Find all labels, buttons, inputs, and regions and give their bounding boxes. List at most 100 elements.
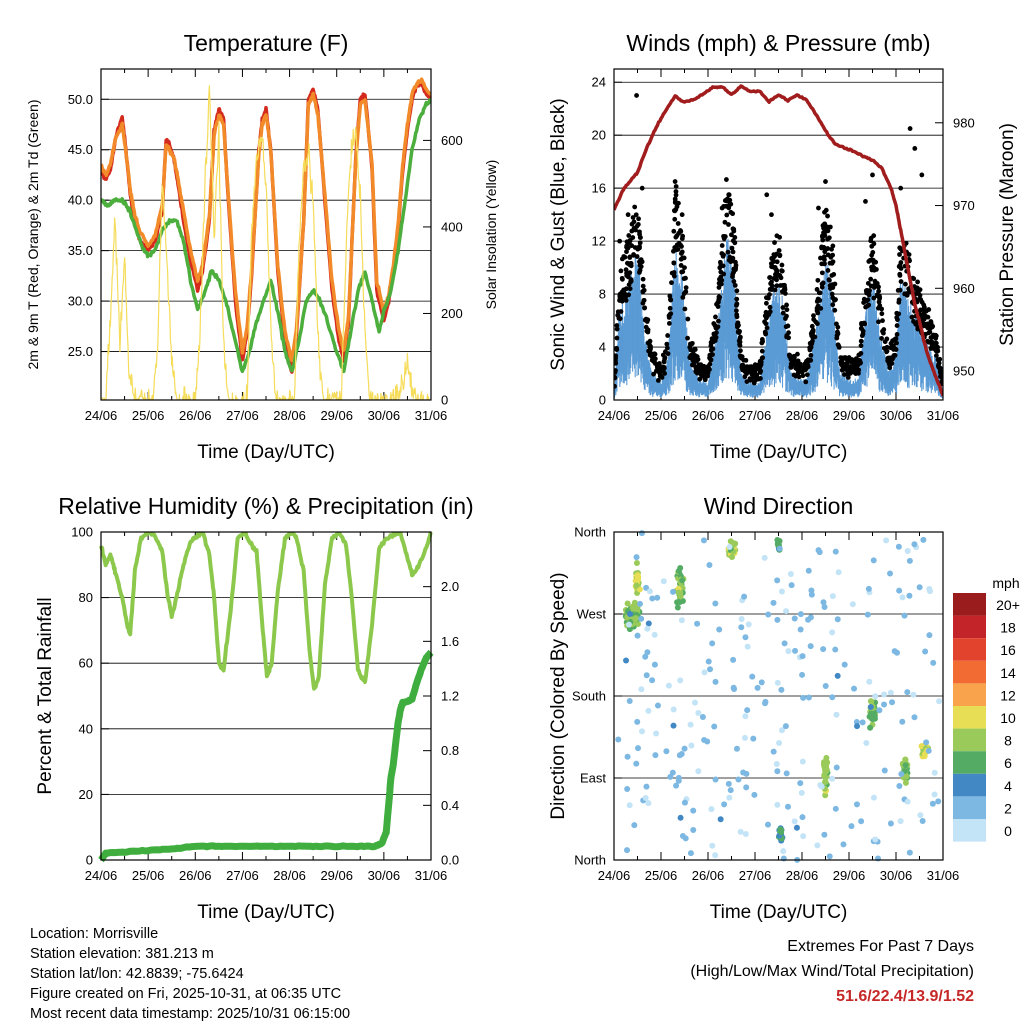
direction-point (674, 604, 681, 611)
direction-point (858, 818, 865, 825)
gust-point (847, 358, 853, 363)
temperature-series (101, 77, 431, 400)
gust-point (642, 305, 648, 311)
gust-point (693, 355, 698, 361)
direction-point (645, 707, 652, 714)
direction-point (667, 773, 674, 780)
gust-point (774, 259, 780, 265)
gust-point (928, 322, 933, 327)
direction-point (870, 794, 877, 801)
gust-point (672, 199, 678, 205)
direction-point (833, 711, 840, 718)
direction-point (695, 768, 702, 775)
gust-peak-point (769, 212, 774, 218)
y-tick-label: West (577, 607, 607, 622)
direction-point (793, 824, 800, 831)
gust-peak-point (919, 172, 925, 178)
direction-point (700, 537, 707, 544)
gust-point (836, 344, 842, 350)
gust-peak-point (634, 93, 639, 98)
direction-point (817, 782, 824, 789)
gust-point (722, 219, 728, 225)
gust-point (633, 212, 639, 218)
gust-point (805, 362, 811, 368)
gust-point (667, 305, 673, 311)
gust-point (766, 295, 771, 301)
gust-point (627, 286, 633, 292)
direction-point (626, 626, 633, 633)
gust-point (939, 374, 943, 380)
gust-point (772, 240, 777, 245)
gust-point (764, 325, 770, 331)
gust-point (692, 347, 698, 352)
y-tick-label: 40 (79, 721, 93, 736)
chart-title: Temperature (F) (184, 30, 349, 56)
gust-point (897, 287, 903, 293)
gust-point (742, 374, 748, 380)
gust-point (716, 318, 721, 324)
legend-swatch (953, 819, 986, 842)
gust-point (676, 242, 682, 247)
gust-point (675, 221, 681, 226)
y-tick-label: 4 (599, 340, 606, 355)
gust-point (827, 224, 833, 230)
gust-point (816, 290, 822, 296)
gust-point (811, 313, 816, 319)
direction-point (644, 625, 651, 632)
gust-point (678, 256, 684, 262)
gust-point (771, 275, 777, 281)
gust-point (876, 319, 881, 325)
gust-point (635, 245, 641, 251)
direction-point (925, 747, 932, 754)
gust-point (789, 361, 794, 367)
direction-point (765, 611, 772, 618)
gust-point (696, 367, 702, 373)
direction-point (679, 577, 686, 584)
gust-point (729, 232, 734, 238)
direction-point (881, 767, 888, 774)
gust-point (888, 340, 894, 346)
direction-point (670, 706, 677, 713)
x-tick-label: 25/06 (645, 408, 678, 423)
gust-peak-point (639, 185, 645, 191)
gust-point (631, 252, 636, 257)
direction-point (626, 802, 633, 809)
figure-created: Figure created on Fri, 2025-10-31, at 06… (30, 986, 342, 1002)
gust-point (809, 329, 815, 335)
gust-point (784, 302, 789, 308)
direction-point (829, 775, 836, 782)
gust-point (614, 356, 618, 361)
direction-point (867, 724, 874, 731)
direction-point (651, 661, 658, 668)
gust-point (642, 317, 648, 323)
gust-point (814, 298, 820, 304)
gust-point (877, 303, 883, 308)
gust-point (858, 338, 864, 344)
direction-point (730, 656, 737, 663)
x-tick-label: 28/06 (273, 868, 306, 883)
gust-point (863, 304, 869, 310)
direction-point (704, 738, 711, 745)
gust-point (734, 312, 740, 318)
direction-point (906, 557, 913, 564)
direction-point (774, 679, 781, 686)
direction-point (784, 803, 791, 810)
gust-point (839, 367, 845, 373)
y-tick-label: 100 (71, 525, 93, 540)
direction-point (637, 600, 644, 607)
direction-point (691, 699, 698, 706)
gust-point (859, 326, 865, 332)
direction-point (800, 694, 807, 701)
gust-point (773, 266, 778, 271)
direction-point (797, 780, 804, 787)
gust-point (847, 370, 853, 376)
legend-label: 4 (1004, 778, 1012, 794)
direction-point (651, 631, 658, 638)
gust-point (646, 341, 652, 346)
gust-point (858, 343, 864, 349)
gust-point (925, 338, 930, 344)
gust-point (759, 336, 765, 342)
direction-point (887, 570, 894, 577)
gust-point (680, 294, 686, 300)
y-axis-label: Direction (Colored By Speed) (548, 572, 569, 819)
